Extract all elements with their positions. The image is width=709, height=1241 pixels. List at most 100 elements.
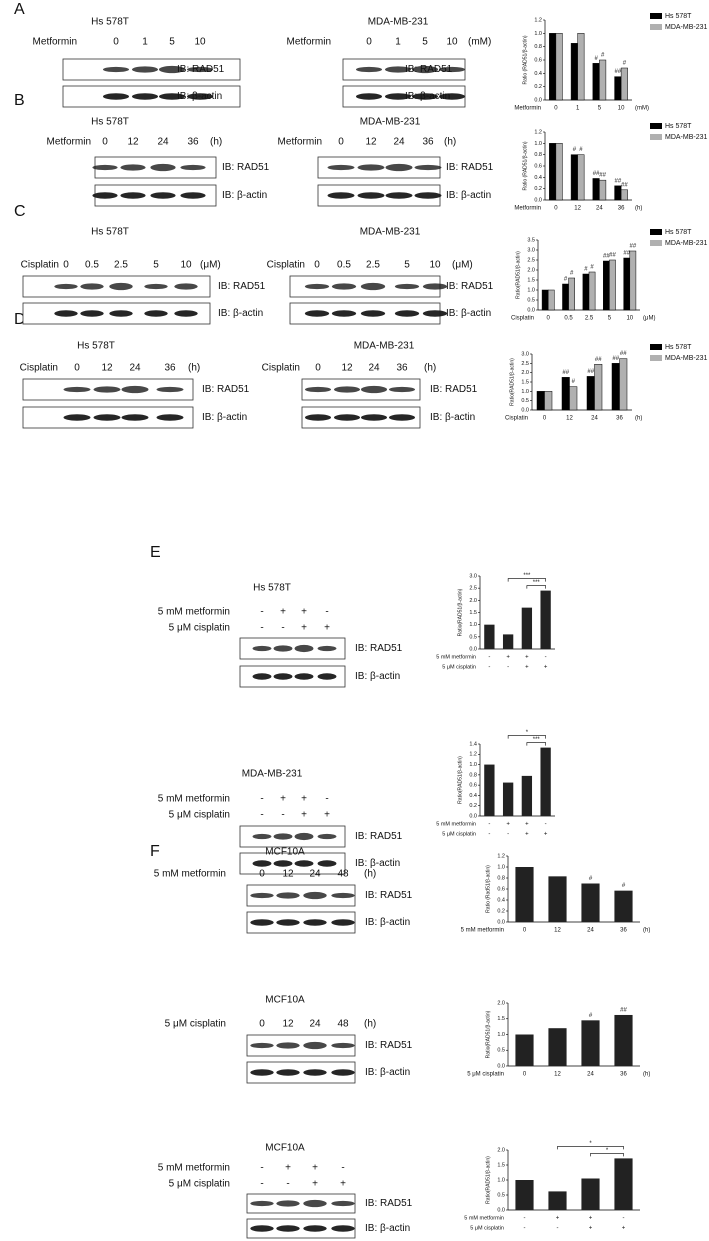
band (158, 65, 186, 74)
significance: ## (630, 244, 637, 250)
y-tick-label: 2.0 (521, 370, 529, 376)
y-tick-label: 0.5 (527, 297, 535, 303)
bar (619, 358, 628, 411)
comparison-label: * (606, 1148, 609, 1154)
band (63, 386, 91, 393)
lane-label: 12 (282, 869, 294, 880)
y-tick-label: 0.0 (469, 646, 477, 652)
y-tick-label: 0.5 (497, 1192, 505, 1198)
band (144, 310, 168, 317)
y-tick-label: 2.5 (527, 257, 535, 263)
treatment-label: 5 μM cisplatin (169, 623, 230, 634)
band (250, 1042, 274, 1049)
blot-title: MDA-MB-231 (368, 17, 429, 28)
x-tick-label: 12 (566, 416, 573, 422)
band (156, 386, 184, 393)
y-tick-label: 0.5 (521, 398, 529, 404)
x-tick-label: 0 (554, 106, 558, 112)
lane-label: 1 (395, 37, 401, 48)
band (304, 414, 332, 421)
bar (502, 634, 514, 649)
y-tick-label: 1.5 (527, 277, 535, 283)
lane-label: + (285, 1163, 291, 1174)
band (120, 164, 146, 171)
band-label: IB: RAD51 (218, 281, 266, 292)
bar (555, 33, 563, 101)
band (357, 192, 385, 199)
lane-label: 24 (393, 137, 405, 148)
band (331, 1200, 355, 1207)
band-label: IB: RAD51 (430, 384, 478, 395)
band (186, 66, 214, 73)
y-tick-label: 0.0 (497, 1063, 505, 1069)
lane-label: + (280, 607, 286, 618)
significance: ## (621, 182, 628, 188)
x-row-sign: - (507, 832, 509, 838)
significance: # (594, 56, 598, 62)
y-tick-label: 0.4 (469, 793, 477, 799)
lane-label: 0 (102, 137, 108, 148)
comparison-label: *** (523, 573, 531, 579)
lane-label: 10 (194, 37, 206, 48)
x-row-sign: - (557, 1226, 559, 1232)
band (333, 414, 361, 421)
x-row-sign: - (488, 822, 490, 828)
band (54, 283, 78, 290)
y-tick-label: 0.0 (497, 919, 505, 925)
bar (569, 386, 578, 411)
lane-label: 2.5 (114, 260, 128, 271)
band (422, 283, 448, 290)
band-label: IB: β-actin (446, 308, 491, 319)
band (394, 283, 420, 290)
significance: ## (587, 369, 594, 375)
lane-label: 36 (164, 363, 176, 374)
y-tick-label: 0.5 (469, 634, 477, 640)
band (294, 673, 314, 680)
bar (549, 143, 557, 201)
band (252, 645, 272, 652)
legend-swatch (650, 123, 662, 129)
band (394, 310, 420, 317)
band (414, 192, 442, 199)
legend-swatch (650, 355, 662, 361)
band (80, 310, 104, 317)
treatment-label: Metformin (33, 37, 77, 48)
band (273, 833, 293, 840)
y-tick-label: 1.5 (469, 610, 477, 616)
blot-box (246, 911, 356, 934)
band (438, 66, 466, 73)
lane-label: 5 (169, 37, 175, 48)
bar (515, 1180, 534, 1210)
band-label: IB: β-actin (446, 190, 491, 201)
lane-label: - (281, 623, 284, 634)
significance: ## (595, 357, 602, 363)
band (333, 386, 361, 393)
lane-label: 48 (337, 869, 349, 880)
significance: ## (609, 253, 616, 259)
band (54, 310, 78, 317)
x-tick-label: 0 (554, 206, 558, 212)
x-unit: (h) (635, 206, 642, 212)
x-row-sign: - (524, 1216, 526, 1222)
x-tick-label: 24 (587, 928, 594, 934)
y-tick-label: 1.5 (497, 1016, 505, 1022)
band (327, 192, 355, 199)
y-tick-label: 1.2 (534, 17, 542, 23)
x-tick-label: 0.5 (564, 316, 573, 322)
band-label: IB: β-actin (365, 1067, 410, 1078)
band-label: IB: β-actin (218, 308, 263, 319)
x-tick-label: 2.5 (585, 316, 594, 322)
band (331, 1042, 355, 1049)
band (150, 163, 176, 172)
blot-box (239, 637, 346, 660)
lane-label: - (325, 607, 328, 618)
y-tick-label: 1.0 (534, 31, 542, 37)
x-tick-label: 36 (620, 1072, 627, 1078)
y-tick-label: 0.5 (497, 1048, 505, 1054)
blot-title: Hs 578T (77, 341, 115, 352)
treatment-label: Cisplatin (267, 260, 305, 271)
y-tick-label: 1.2 (534, 129, 542, 135)
x-tick-label: 10 (618, 106, 625, 112)
lane-label: 0 (314, 260, 320, 271)
band (317, 833, 337, 840)
